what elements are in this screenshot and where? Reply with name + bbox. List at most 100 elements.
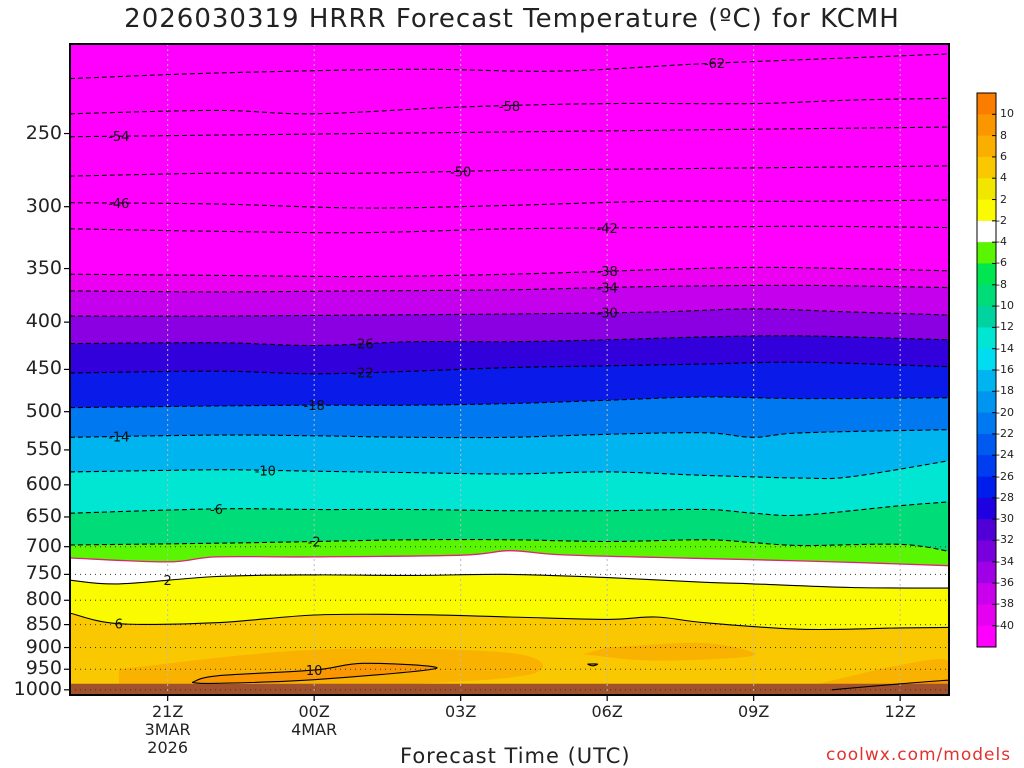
contour-label--38: -38 — [597, 265, 618, 280]
temperature-bands — [70, 44, 949, 695]
colorbar-label--14: -14 — [996, 341, 1014, 355]
contour--46 — [70, 199, 949, 209]
source-credit[interactable]: coolwx.com/models — [826, 745, 1012, 765]
contour-label--26: -26 — [352, 338, 373, 353]
contour-10 — [587, 663, 599, 667]
x-tick-label-line1: 06Z — [591, 702, 623, 721]
y-tick-label-850: 850 — [25, 612, 62, 635]
colorbar-label-6: 6 — [1000, 149, 1007, 163]
colorbar-label-2: 2 — [1000, 192, 1007, 206]
contour-2 — [70, 573, 949, 589]
colorbar-swatch — [977, 135, 996, 158]
contour--10 — [70, 460, 949, 480]
contour-label--34: -34 — [597, 282, 618, 297]
contour-label--18: -18 — [304, 399, 325, 414]
colorbar-label--20: -20 — [996, 405, 1014, 419]
x-tick-label-03Z: 03Z — [426, 703, 496, 721]
colorbar-swatch — [977, 433, 996, 456]
contour-label-2: 2 — [164, 574, 172, 589]
y-tick-label-650: 650 — [25, 504, 62, 527]
contour-label--42: -42 — [597, 222, 618, 237]
contour-label--30: -30 — [597, 307, 618, 322]
colorbar-label--8: -8 — [996, 277, 1007, 291]
contour-label--14: -14 — [108, 431, 129, 446]
axis-tick-marks — [64, 132, 901, 701]
y-tick-label-400: 400 — [25, 310, 62, 333]
contour-label--58: -58 — [499, 100, 520, 115]
y-tick-label-300: 300 — [25, 194, 62, 217]
colorbar-swatch — [977, 625, 996, 648]
x-tick-label-line3: 2026 — [147, 738, 189, 757]
y-tick-label-900: 900 — [25, 635, 62, 658]
contour-label--22: -22 — [352, 367, 373, 382]
contour--30 — [70, 308, 949, 317]
contour-label--46: -46 — [108, 197, 129, 212]
colorbar-label--34: -34 — [996, 554, 1014, 568]
contour-label--6: -6 — [210, 503, 223, 518]
chart-title: 2026030319 HRRR Forecast Temperature (ºC… — [124, 4, 900, 34]
y-tick-label-950: 950 — [25, 657, 62, 680]
colorbar-swatch — [977, 199, 996, 222]
surface-below-ground — [70, 683, 949, 695]
y-tick-label-800: 800 — [25, 588, 62, 611]
x-tick-label-21Z: 21Z 3MAR 2026 — [133, 703, 203, 757]
contour-label-10: 10 — [306, 664, 323, 679]
colorbar-swatch — [977, 306, 996, 328]
x-tick-label-06Z: 06Z — [572, 703, 642, 721]
x-tick-label-line1: 00Z — [298, 702, 330, 721]
colorbar-swatch — [977, 327, 996, 350]
contour-6 — [70, 612, 949, 631]
colorbar-swatch — [977, 114, 996, 137]
colorbar-swatch — [977, 93, 996, 115]
y-tick-label-1000: 1000 — [13, 677, 62, 700]
colorbar-label--4: -4 — [996, 235, 1007, 249]
y-tick-label-450: 450 — [25, 357, 62, 380]
colorbar-label--36: -36 — [996, 576, 1014, 590]
colorbar-swatch — [977, 220, 996, 243]
colorbar-swatch — [977, 519, 996, 541]
colorbar-swatch — [977, 391, 996, 414]
contour-label--50: -50 — [450, 165, 471, 180]
colorbar-label--38: -38 — [996, 597, 1014, 611]
colorbar-swatch — [977, 412, 996, 435]
x-tick-label-line2: 3MAR — [144, 720, 191, 739]
contour-label--62: -62 — [704, 57, 725, 72]
colorbar-swatch — [977, 583, 996, 605]
contour--18 — [70, 396, 949, 409]
colorbar-label--12: -12 — [996, 320, 1014, 334]
colorbar-label--10: -10 — [996, 299, 1014, 313]
colorbar-swatch — [977, 561, 996, 584]
contour--62 — [70, 53, 949, 80]
contour--22 — [70, 361, 949, 375]
colorbar-swatch — [977, 540, 996, 563]
colorbar-swatch — [977, 284, 996, 307]
contour-10 — [191, 662, 438, 684]
contour--26 — [70, 335, 949, 347]
contour--14 — [70, 429, 949, 439]
contour-label-6: 6 — [115, 618, 123, 633]
colorbar-label--30: -30 — [996, 512, 1014, 526]
contour--38 — [70, 266, 949, 278]
x-tick-label-line1: 12Z — [884, 702, 916, 721]
colorbar-label--18: -18 — [996, 384, 1014, 398]
y-tick-label-350: 350 — [25, 256, 62, 279]
colorbar-swatch — [977, 497, 996, 520]
colorbar-swatch — [977, 455, 996, 478]
colorbar-swatch — [977, 263, 996, 286]
x-axis-title: Forecast Time (UTC) — [400, 744, 631, 768]
x-tick-label-line2: 4MAR — [291, 720, 338, 739]
contour--34 — [70, 284, 949, 293]
contour--6 — [70, 501, 949, 517]
contour-lines: -62-58-54-50-46-42-38-34-30-26-22-18-14-… — [70, 53, 949, 691]
colorbar-label-4: 4 — [1000, 171, 1007, 185]
contour-label--2: -2 — [308, 536, 321, 551]
x-tick-label-00Z: 00Z 4MAR — [279, 703, 349, 739]
x-tick-label-12Z: 12Z — [865, 703, 935, 721]
colorbar-label--40: -40 — [996, 618, 1014, 632]
colorbar-swatch — [977, 476, 996, 499]
colorbar-label--26: -26 — [996, 469, 1014, 483]
colorbar-swatch — [977, 178, 996, 201]
contour--54 — [70, 126, 949, 138]
colorbar-swatch — [977, 242, 996, 264]
colorbar-label--16: -16 — [996, 363, 1014, 376]
